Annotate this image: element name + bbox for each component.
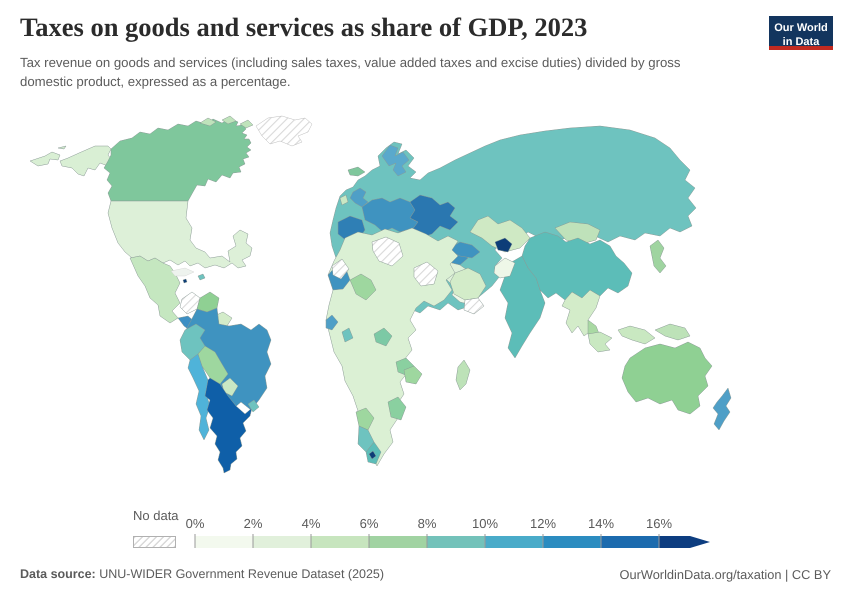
svg-text:6%: 6%	[360, 516, 379, 531]
svg-text:2%: 2%	[244, 516, 263, 531]
svg-text:4%: 4%	[302, 516, 321, 531]
svg-text:10%: 10%	[472, 516, 498, 531]
svg-text:8%: 8%	[418, 516, 437, 531]
svg-text:14%: 14%	[588, 516, 614, 531]
svg-text:16%: 16%	[646, 516, 672, 531]
svg-text:0%: 0%	[186, 516, 205, 531]
svg-text:12%: 12%	[530, 516, 556, 531]
